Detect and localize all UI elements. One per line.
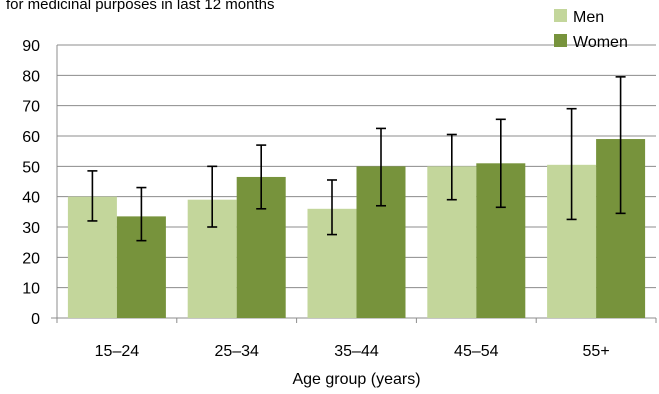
x-tick-label: 25–34 xyxy=(214,343,259,360)
y-tick-label: 40 xyxy=(22,190,40,207)
y-tick-label: 60 xyxy=(22,129,40,146)
x-tick-label: 55+ xyxy=(583,343,610,360)
x-tick-label: 15–24 xyxy=(95,343,140,360)
y-tick-label: 20 xyxy=(22,250,40,267)
y-tick-label: 90 xyxy=(22,38,40,55)
y-tick-label: 10 xyxy=(22,281,40,298)
legend-swatch xyxy=(554,34,567,47)
legend-label: Women xyxy=(573,34,628,51)
legend-swatch xyxy=(554,9,567,22)
chart-title: for medicinal purposes in last 12 months xyxy=(6,0,275,13)
legend-label: Men xyxy=(573,9,604,26)
y-tick-label: 50 xyxy=(22,159,40,176)
y-tick-label: 0 xyxy=(31,311,40,328)
y-tick-label: 30 xyxy=(22,220,40,237)
x-tick-label: 45–54 xyxy=(454,343,499,360)
y-tick-label: 80 xyxy=(22,68,40,85)
y-tick-label: 70 xyxy=(22,99,40,116)
x-tick-label: 35–44 xyxy=(334,343,379,360)
x-axis-title: Age group (years) xyxy=(292,371,420,388)
